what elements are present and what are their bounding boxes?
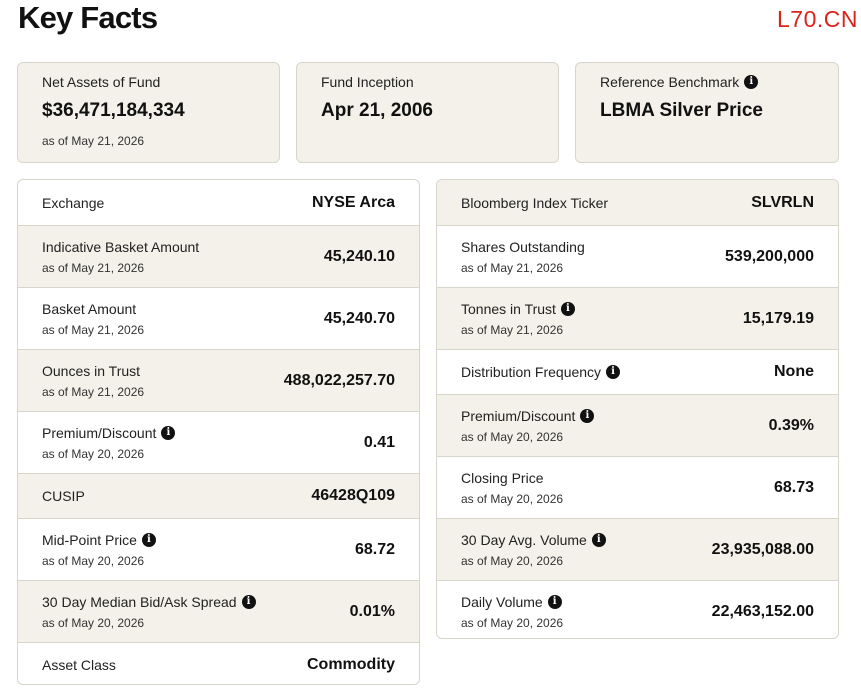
row-label: Ounces in Trust <box>42 362 141 379</box>
row-label-wrap: Mid-Point Price i <box>42 532 156 548</box>
key-facts-table-right: Bloomberg Index Ticker SLVRLN Shares Out… <box>436 179 839 639</box>
info-icon[interactable]: i <box>547 594 562 609</box>
row-asof: as of May 20, 2026 <box>42 615 145 630</box>
row-asof: as of May 21, 2026 <box>461 322 564 337</box>
table-row: Exchange NYSE Arca <box>18 180 419 225</box>
row-value: Commodity <box>307 656 395 673</box>
row-value: 0.39% <box>768 416 814 434</box>
row-label: 30 Day Avg. Volume <box>461 531 587 548</box>
row-label: Premium/Discount <box>42 424 157 441</box>
info-icon[interactable]: i <box>606 365 621 379</box>
row-value: 68.72 <box>354 540 395 558</box>
row-label-wrap: 30 Day Median Bid/Ask Spread i <box>42 594 256 610</box>
row-label: Tonnes in Trust <box>461 300 556 317</box>
row-asof: as of May 21, 2026 <box>42 260 145 275</box>
row-value: 15,179.19 <box>742 309 814 327</box>
row-label-wrap: Premium/Discount i <box>461 407 595 424</box>
table-row: Daily Volume i as of May 20, 2026 22,463… <box>437 580 838 638</box>
table-row: Bloomberg Index Ticker SLVRLN <box>437 180 838 225</box>
row-label: Exchange <box>42 194 105 211</box>
card-asof: as of May 21, 2026 <box>42 134 145 148</box>
row-value: 488,022,257.70 <box>283 371 395 389</box>
table-row: Indicative Basket Amount as of May 21, 2… <box>18 225 419 287</box>
card-fund-inception: Fund Inception Apr 21, 2006 <box>296 62 559 163</box>
card-label: Net Assets of Fund <box>42 74 161 90</box>
row-asof: as of May 21, 2026 <box>461 260 564 275</box>
info-icon[interactable]: i <box>560 301 575 316</box>
card-label: Reference Benchmark <box>600 74 740 90</box>
row-asof: as of May 20, 2026 <box>461 553 564 568</box>
row-asof: as of May 20, 2026 <box>42 446 145 461</box>
table-row: Distribution Frequency i None <box>437 349 838 394</box>
page-title: Key Facts <box>18 0 158 35</box>
row-label: Daily Volume <box>461 593 543 610</box>
info-icon[interactable]: i <box>580 408 595 423</box>
table-row: Mid-Point Price i as of May 20, 2026 68.… <box>18 518 419 580</box>
key-facts-table-left: Exchange NYSE Arca Indicative Basket Amo… <box>17 179 420 685</box>
card-label-wrap: Reference Benchmark i <box>600 74 838 90</box>
table-row: CUSIP 46428Q109 <box>18 473 419 518</box>
row-label-wrap: 30 Day Avg. Volume i <box>461 532 606 548</box>
row-label: Indicative Basket Amount <box>42 238 200 255</box>
row-label-wrap: Premium/Discount i <box>42 424 176 441</box>
row-label-wrap: Tonnes in Trust i <box>461 301 575 317</box>
table-row: 30 Day Avg. Volume i as of May 20, 2026 … <box>437 518 838 580</box>
table-row: Tonnes in Trust i as of May 21, 2026 15,… <box>437 287 838 349</box>
row-label: Distribution Frequency <box>461 364 602 380</box>
row-asof: as of May 20, 2026 <box>461 491 564 506</box>
table-row: Premium/Discount i as of May 20, 2026 0.… <box>437 394 838 456</box>
row-label: 30 Day Median Bid/Ask Spread <box>42 593 237 610</box>
row-value: SLVRLN <box>751 193 814 211</box>
row-label: Shares Outstanding <box>461 238 585 255</box>
info-icon[interactable]: i <box>161 425 176 440</box>
row-asof: as of May 20, 2026 <box>461 429 564 444</box>
row-label: Mid-Point Price <box>42 531 137 548</box>
table-row: Ounces in Trust as of May 21, 2026 488,0… <box>18 349 419 411</box>
row-label: Asset Class <box>42 657 116 673</box>
row-value: 68.73 <box>773 478 814 496</box>
row-value: 539,200,000 <box>725 247 814 265</box>
summary-cards: Net Assets of Fund $36,471,184,334 as of… <box>17 62 839 163</box>
info-icon[interactable]: i <box>141 532 156 547</box>
row-label: CUSIP <box>42 488 85 504</box>
row-value: 45,240.10 <box>323 247 395 265</box>
card-label: Fund Inception <box>321 74 414 90</box>
row-value: 0.41 <box>363 433 395 451</box>
row-asof: as of May 21, 2026 <box>42 384 145 399</box>
info-icon[interactable]: i <box>241 594 256 609</box>
row-value: 46428Q109 <box>311 487 395 504</box>
card-value: Apr 21, 2006 <box>321 100 433 121</box>
row-label-wrap: Distribution Frequency i <box>461 364 621 380</box>
row-value: 23,935,088.00 <box>711 540 814 558</box>
row-asof: as of May 20, 2026 <box>42 553 145 568</box>
card-value: $36,471,184,334 <box>42 100 185 121</box>
row-label: Closing Price <box>461 469 544 486</box>
row-label: Bloomberg Index Ticker <box>461 194 609 211</box>
row-value: None <box>774 363 814 380</box>
row-value: 45,240.70 <box>323 309 395 327</box>
table-row: Premium/Discount i as of May 20, 2026 0.… <box>18 411 419 473</box>
table-row: Asset Class Commodity <box>18 642 419 684</box>
table-row: Shares Outstanding as of May 21, 2026 53… <box>437 225 838 287</box>
row-label-wrap: Daily Volume i <box>461 594 563 610</box>
info-icon[interactable]: i <box>591 532 606 547</box>
row-value: 0.01% <box>349 602 395 620</box>
table-row: Basket Amount as of May 21, 2026 45,240.… <box>18 287 419 349</box>
info-icon[interactable]: i <box>744 75 759 89</box>
row-asof: as of May 21, 2026 <box>42 322 145 337</box>
row-value: 22,463,152.00 <box>711 602 814 620</box>
table-row: 30 Day Median Bid/Ask Spread i as of May… <box>18 580 419 642</box>
row-asof: as of May 20, 2026 <box>461 615 564 630</box>
table-row: Closing Price as of May 20, 2026 68.73 <box>437 456 838 518</box>
card-net-assets: Net Assets of Fund $36,471,184,334 as of… <box>17 62 280 163</box>
card-reference-benchmark: Reference Benchmark i LBMA Silver Price <box>575 62 839 163</box>
row-label: Basket Amount <box>42 300 137 317</box>
card-value: LBMA Silver Price <box>600 100 763 121</box>
row-value: NYSE Arca <box>312 193 395 211</box>
row-label: Premium/Discount <box>461 407 576 424</box>
watermark-text: L70.CN <box>777 6 858 32</box>
